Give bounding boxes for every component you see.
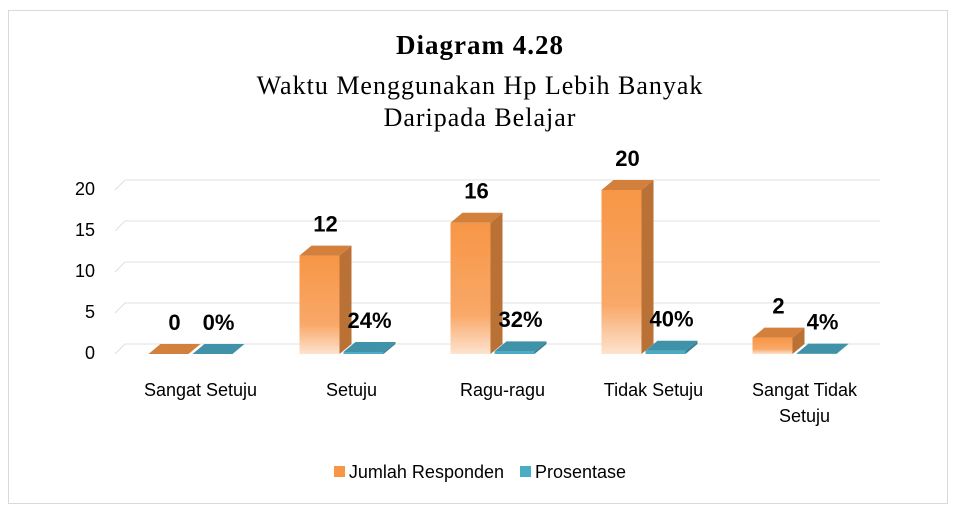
bar-top: [192, 344, 245, 354]
y-tick-label: 15: [75, 220, 95, 240]
y-tick-label: 10: [75, 261, 95, 281]
bar-top: [299, 245, 352, 256]
data-label: 12: [313, 211, 337, 236]
bar: [148, 344, 201, 354]
data-label: 0%: [203, 310, 235, 335]
x-tick-label: Sangat Setuju: [143, 380, 258, 400]
bar-front: [299, 255, 340, 354]
y-tick-label: 5: [85, 302, 95, 322]
legend-label: Prosentase: [535, 462, 627, 482]
chart-frame: [8, 10, 948, 504]
bar-side: [641, 180, 654, 354]
bar-front: [601, 190, 642, 354]
data-label: 20: [615, 146, 639, 171]
legend-item: Jumlah Responden: [333, 462, 505, 483]
y-tick-label: 20: [75, 179, 95, 199]
y-tick-label: 0: [85, 343, 95, 363]
data-label: 16: [464, 179, 488, 204]
bar-top: [450, 212, 503, 223]
bar-front: [752, 337, 793, 354]
legend-label: Jumlah Responden: [348, 462, 505, 482]
bar-front: [494, 351, 535, 354]
legend-item: Prosentase: [520, 462, 626, 483]
bar-top: [796, 343, 849, 354]
grid-line: [114, 179, 880, 191]
bar-front: [645, 350, 686, 354]
data-label: 4%: [807, 309, 839, 334]
bar-top: [494, 341, 547, 352]
bar: [494, 341, 547, 354]
bar: [645, 340, 698, 354]
bar-side: [490, 212, 503, 354]
data-label: 32%: [498, 307, 542, 332]
bar-side: [836, 343, 849, 354]
bar-front: [450, 222, 491, 354]
x-tick-label: Tidak Setuju: [603, 380, 704, 400]
bar-side: [383, 342, 396, 354]
chart-title: Diagram 4.28: [396, 30, 564, 60]
bar-top: [343, 342, 396, 353]
data-label: 24%: [347, 308, 391, 333]
data-label: 2: [772, 293, 784, 318]
legend-swatch: [333, 466, 345, 477]
bar-side: [339, 245, 352, 354]
bar: [192, 344, 245, 354]
legend: Jumlah Responden Prosentase: [0, 462, 960, 483]
bar-side: [534, 341, 547, 354]
data-label: 40%: [649, 307, 693, 332]
bar-top: [752, 327, 805, 338]
bar-top: [645, 340, 698, 351]
bar-side: [792, 327, 805, 354]
bar: [601, 180, 654, 354]
x-tick-label: Ragu-ragu: [459, 380, 546, 400]
bar: [796, 343, 849, 354]
bar: [450, 212, 503, 354]
bar: [752, 327, 805, 354]
x-tick-label: Sangat Tidak Setuju: [751, 380, 858, 426]
bar-top: [148, 344, 201, 354]
legend-swatch: [520, 466, 532, 477]
chart-subtitle: Waktu Menggunakan Hp Lebih Banyak Daripa…: [256, 71, 704, 132]
x-tick-label: Setuju: [325, 380, 378, 400]
bar: [299, 245, 352, 354]
data-label: 0: [168, 310, 180, 335]
bar: [343, 342, 396, 354]
bar-top: [601, 180, 654, 190]
bar-side: [685, 340, 698, 354]
bar-front: [343, 352, 384, 354]
